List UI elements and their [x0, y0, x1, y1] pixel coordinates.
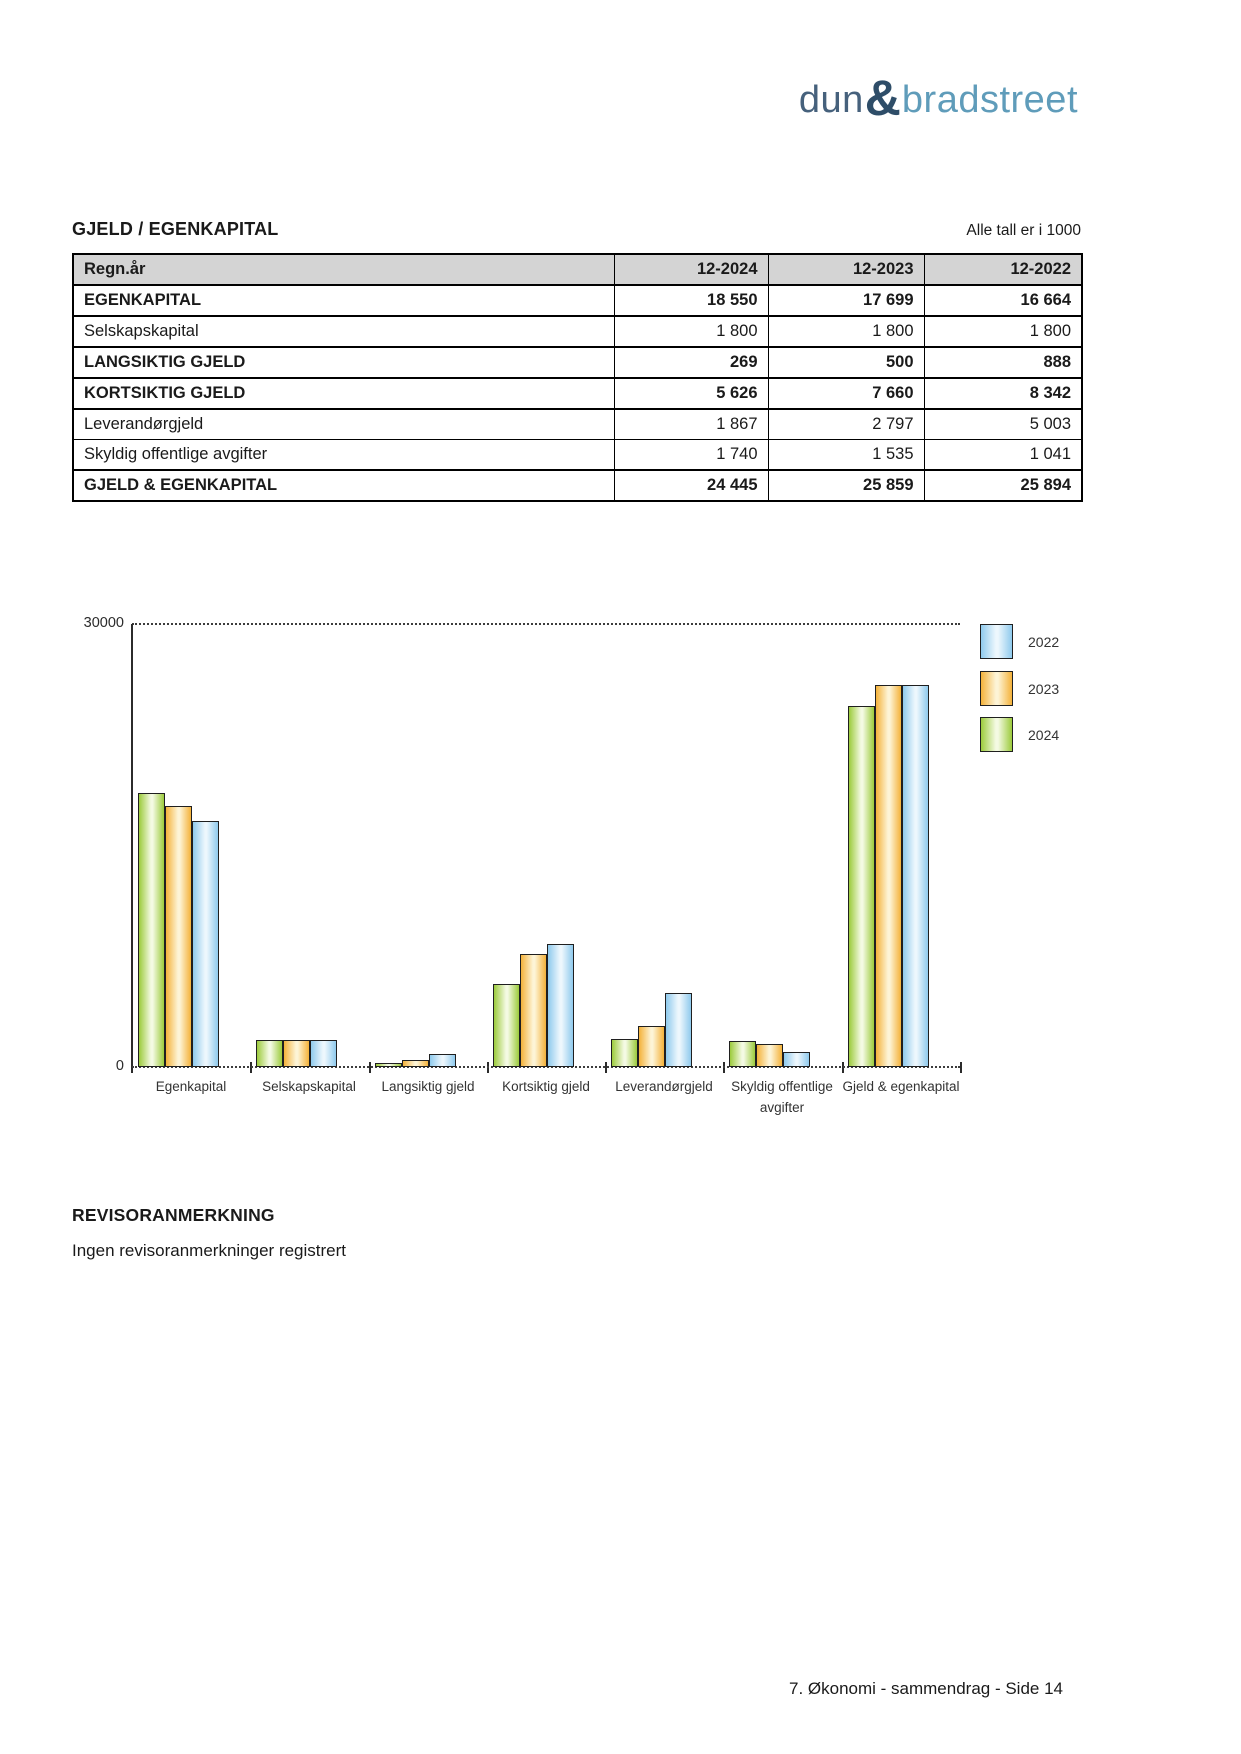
y-tick-label-zero: 0: [115, 1058, 124, 1074]
bar-2024: [729, 1041, 756, 1067]
row-label: EGENKAPITAL: [72, 284, 615, 317]
column-header-year: 12-2024: [613, 253, 769, 286]
financial-table: Regn.år 12-2024 12-2023 12-2022 EGENKAPITAL 1…: [72, 253, 1083, 502]
legend-label-2022: 2022: [1028, 634, 1060, 650]
bar-2022: [902, 685, 929, 1067]
column-header-year: 12-2022: [923, 253, 1083, 286]
section-header: GJELD / EGENKAPITAL Alle tall er i 1000: [72, 219, 1081, 240]
column-header-year: 12-2023: [767, 253, 925, 286]
value-cell: 25 894: [923, 469, 1083, 502]
row-label: GJELD & EGENKAPITAL: [72, 469, 615, 502]
x-axis-tick: [723, 1062, 725, 1073]
bar-2023: [875, 685, 902, 1067]
value-cell: 5 626: [613, 377, 769, 410]
value-cell: 1 740: [613, 439, 769, 471]
value-cell: 5 003: [923, 408, 1083, 440]
page-footer: 7. Økonomi - sammendrag - Side 14: [788, 1679, 1063, 1698]
bar-2022: [547, 944, 574, 1067]
value-cell: 1 041: [923, 439, 1083, 471]
legend-label-2024: 2024: [1028, 727, 1060, 743]
bar-2024: [138, 793, 165, 1067]
row-label: Selskapskapital: [72, 315, 615, 348]
bar-2022: [783, 1052, 810, 1067]
row-label: Skyldig offentlige avgifter: [72, 439, 615, 471]
bar-2023: [520, 954, 547, 1067]
row-label: Leverandørgjeld: [72, 408, 615, 440]
bar-2022: [310, 1040, 337, 1067]
logo-text-dun: dun: [798, 79, 864, 121]
gridline-top: [132, 623, 960, 625]
category-label: Langsiktig gjeld: [381, 1079, 475, 1094]
value-cell: 18 550: [613, 284, 769, 317]
dun-bradstreet-logo: dun & bradstreet: [798, 66, 1078, 126]
column-header-label: Regn.år: [72, 253, 615, 286]
x-axis-tick: [605, 1062, 607, 1073]
value-cell: 1 800: [613, 315, 769, 348]
value-cell: 1 800: [923, 315, 1083, 348]
bar-2024: [493, 984, 520, 1067]
y-tick-label-max: 30000: [83, 615, 124, 631]
x-axis-baseline: [132, 1066, 960, 1068]
value-cell: 1 800: [767, 315, 925, 348]
legend-label-2023: 2023: [1028, 681, 1060, 697]
category-label: Leverandørgjeld: [615, 1079, 713, 1094]
value-cell: 1 535: [767, 439, 925, 471]
bar-2023: [402, 1060, 429, 1067]
y-axis-line: [131, 624, 133, 1073]
value-cell: 500: [767, 346, 925, 379]
bar-2022: [429, 1054, 456, 1067]
bar-2024: [611, 1039, 638, 1067]
x-axis-tick: [487, 1062, 489, 1073]
value-cell: 17 699: [767, 284, 925, 317]
legend-swatch-2022: [980, 624, 1013, 659]
bar-2022: [192, 821, 219, 1067]
bar-2024: [375, 1063, 402, 1067]
bar-2022: [665, 993, 692, 1067]
row-label: LANGSIKTIG GJELD: [72, 346, 615, 379]
x-axis-tick: [960, 1062, 962, 1073]
revisor-heading: REVISORANMERKNING: [72, 1205, 275, 1225]
section-title: GJELD / EGENKAPITAL: [72, 219, 279, 239]
logo-ampersand-icon: &: [864, 70, 901, 126]
bar-2023: [638, 1026, 665, 1067]
value-cell: 8 342: [923, 377, 1083, 410]
revisor-body: Ingen revisoranmerkninger registrert: [72, 1241, 347, 1260]
bar-2024: [256, 1040, 283, 1067]
x-axis-tick: [842, 1062, 844, 1073]
category-label: Egenkapital: [155, 1079, 227, 1094]
units-note: Alle tall er i 1000: [966, 222, 1081, 239]
bar-2023: [165, 806, 192, 1067]
bar-2024: [848, 706, 875, 1067]
legend-swatch-2023: [980, 671, 1013, 706]
value-cell: 25 859: [767, 469, 925, 502]
x-axis-tick: [369, 1062, 371, 1073]
value-cell: 888: [923, 346, 1083, 379]
row-label: KORTSIKTIG GJELD: [72, 377, 615, 410]
value-cell: 2 797: [767, 408, 925, 440]
category-label: Skyldig offentlige avgifter: [731, 1079, 833, 1115]
category-label: Gjeld & egenkapital: [842, 1079, 960, 1094]
category-label: Selskapskapital: [262, 1079, 356, 1094]
legend-swatch-2024: [980, 717, 1013, 752]
bar-2023: [756, 1044, 783, 1067]
logo-text-bradstreet: bradstreet: [901, 79, 1078, 121]
value-cell: 1 867: [613, 408, 769, 440]
value-cell: 7 660: [767, 377, 925, 410]
category-label: Kortsiktig gjeld: [502, 1079, 590, 1094]
x-axis-tick: [250, 1062, 252, 1073]
value-cell: 24 445: [613, 469, 769, 502]
value-cell: 269: [613, 346, 769, 379]
value-cell: 16 664: [923, 284, 1083, 317]
bar-2023: [283, 1040, 310, 1067]
